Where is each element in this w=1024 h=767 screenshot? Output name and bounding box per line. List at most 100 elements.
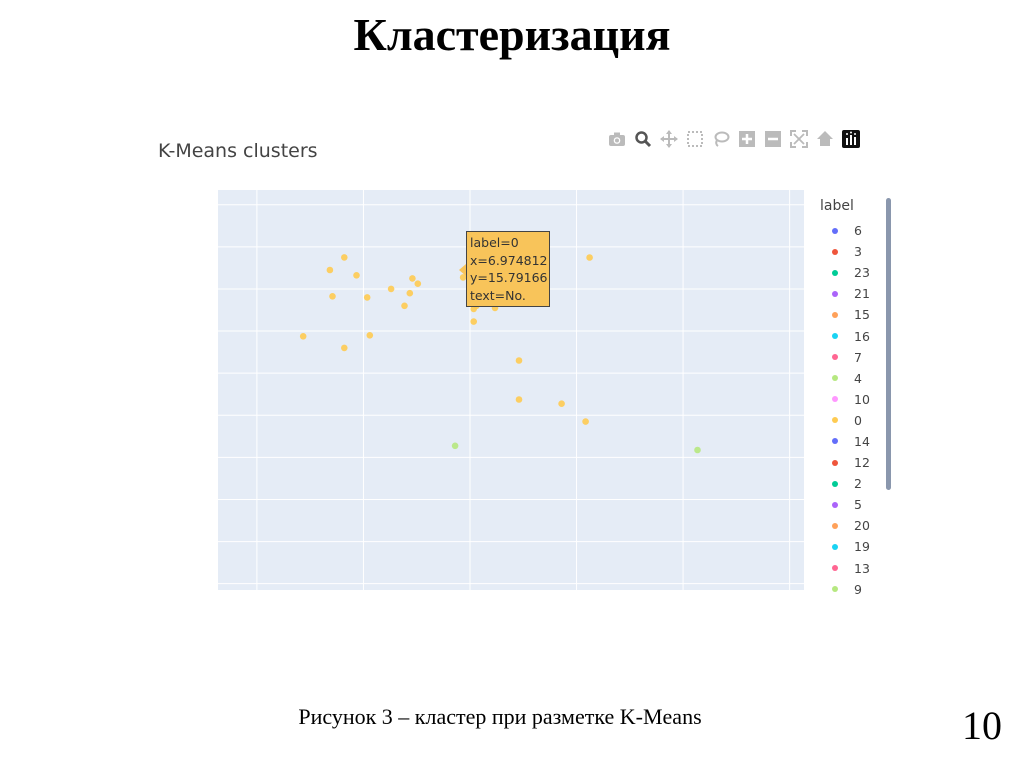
legend-item-16[interactable]: 16 [832,325,870,346]
legend-items: 6 3 23 21 15 16 7 4 10 0 14 12 2 5 20 19 13 9 [832,220,870,600]
data-point-label-0[interactable] [341,344,348,352]
legend-marker [832,248,838,255]
data-point-label-0[interactable] [582,418,589,425]
data-point-label-0[interactable] [341,254,348,261]
legend-label: 5 [854,497,862,513]
legend: label 6 3 23 21 15 16 7 4 10 0 14 12 2 5 20 19 13 9 [812,196,882,597]
legend-label: 6 [854,223,862,239]
reset-axes-icon[interactable] [812,128,838,150]
legend-item-23[interactable]: 23 [832,262,870,283]
data-point-label-0[interactable] [515,357,523,364]
legend-item-15[interactable]: 15 [832,304,870,325]
data-point-label-0[interactable] [387,285,395,293]
page-number: 10 [962,703,1002,748]
data-point-label-0[interactable] [414,280,422,287]
legend-label: 14 [854,433,870,449]
data-point-label-0[interactable] [363,294,371,301]
legend-title: label [820,198,854,214]
data-point-label-0[interactable] [470,318,477,325]
modebar [604,128,864,150]
box-select-icon[interactable] [682,128,708,150]
legend-item-9[interactable]: 9 [832,579,870,600]
figure-caption: Рисунок 3 – кластер при разметке K-Means [298,704,702,729]
legend-item-21[interactable]: 21 [832,283,870,304]
legend-label: 16 [854,328,870,344]
chart-title: K-Means clusters [158,140,318,162]
legend-item-2[interactable]: 2 [832,473,870,494]
legend-item-0[interactable]: 0 [832,410,870,431]
data-point-label-0[interactable] [366,332,374,339]
legend-marker [832,417,838,424]
legend-marker [832,543,838,550]
legend-label: 2 [854,476,862,492]
legend-label: 21 [854,286,870,302]
data-point-label-9[interactable] [451,442,459,450]
legend-marker [832,269,838,276]
legend-label: 20 [854,518,870,534]
legend-marker [832,354,838,361]
legend-label: 4 [854,370,862,386]
legend-marker [832,311,838,318]
legend-label: 9 [854,581,862,597]
legend-item-14[interactable]: 14 [832,431,870,452]
tooltip-line-y: y=15.79166 [470,270,548,285]
legend-label: 3 [854,244,862,260]
data-point-label-0[interactable] [409,275,416,282]
legend-item-13[interactable]: 13 [832,558,870,579]
data-point-label-0[interactable] [586,254,593,261]
autoscale-icon[interactable] [786,128,812,150]
data-point-label-0[interactable] [558,400,565,407]
data-point-label-0[interactable] [401,302,408,310]
legend-item-7[interactable]: 7 [832,347,870,368]
legend-marker [832,501,838,508]
data-point-label-0[interactable] [470,305,477,313]
lasso-select-icon[interactable] [708,128,734,150]
legend-marker [832,333,838,340]
legend-item-3[interactable]: 3 [832,241,870,262]
legend-marker [832,480,838,487]
legend-label: 0 [854,412,862,428]
legend-marker [832,375,838,382]
plotly-logo-icon[interactable] [838,128,864,150]
pan-icon[interactable] [656,128,682,150]
zoom-icon[interactable] [630,128,656,150]
legend-label: 10 [854,391,870,407]
data-point-label-0[interactable] [515,396,523,403]
zoom-in-icon[interactable] [734,128,760,150]
legend-label: 12 [854,455,870,471]
legend-marker [832,522,838,529]
data-point-label-0[interactable] [326,266,334,274]
legend-label: 13 [854,560,870,576]
legend-item-10[interactable]: 10 [832,389,870,410]
data-point-label-0[interactable] [353,272,360,279]
data-point-label-0[interactable] [406,289,414,297]
data-point-label-9[interactable] [694,446,701,454]
legend-scrollbar[interactable] [886,198,891,490]
zoom-out-icon[interactable] [760,128,786,150]
tooltip-line-label: label=0 [470,235,519,250]
legend-item-6[interactable]: 6 [832,220,870,241]
legend-marker [832,227,838,234]
legend-marker [832,290,838,297]
legend-marker [832,586,838,593]
data-point-label-0[interactable] [329,293,336,300]
legend-marker [832,396,838,403]
horizontal-gridlines [218,204,804,585]
legend-marker [832,565,838,572]
tooltip-line-x: x=6.974812 [470,252,548,268]
camera-icon[interactable] [604,128,630,150]
legend-label: 23 [854,265,870,281]
legend-label: 19 [854,539,870,555]
legend-item-20[interactable]: 20 [832,515,870,536]
tooltip-arrow [459,264,466,276]
legend-item-4[interactable]: 4 [832,368,870,389]
legend-item-12[interactable]: 12 [832,452,870,473]
legend-label: 15 [854,307,870,323]
legend-label: 7 [854,349,862,365]
legend-item-5[interactable]: 5 [832,494,870,515]
data-point-label-0[interactable] [299,333,307,340]
scatter-points [299,254,701,454]
legend-marker [832,459,838,466]
legend-marker [832,438,838,445]
legend-item-19[interactable]: 19 [832,536,870,557]
